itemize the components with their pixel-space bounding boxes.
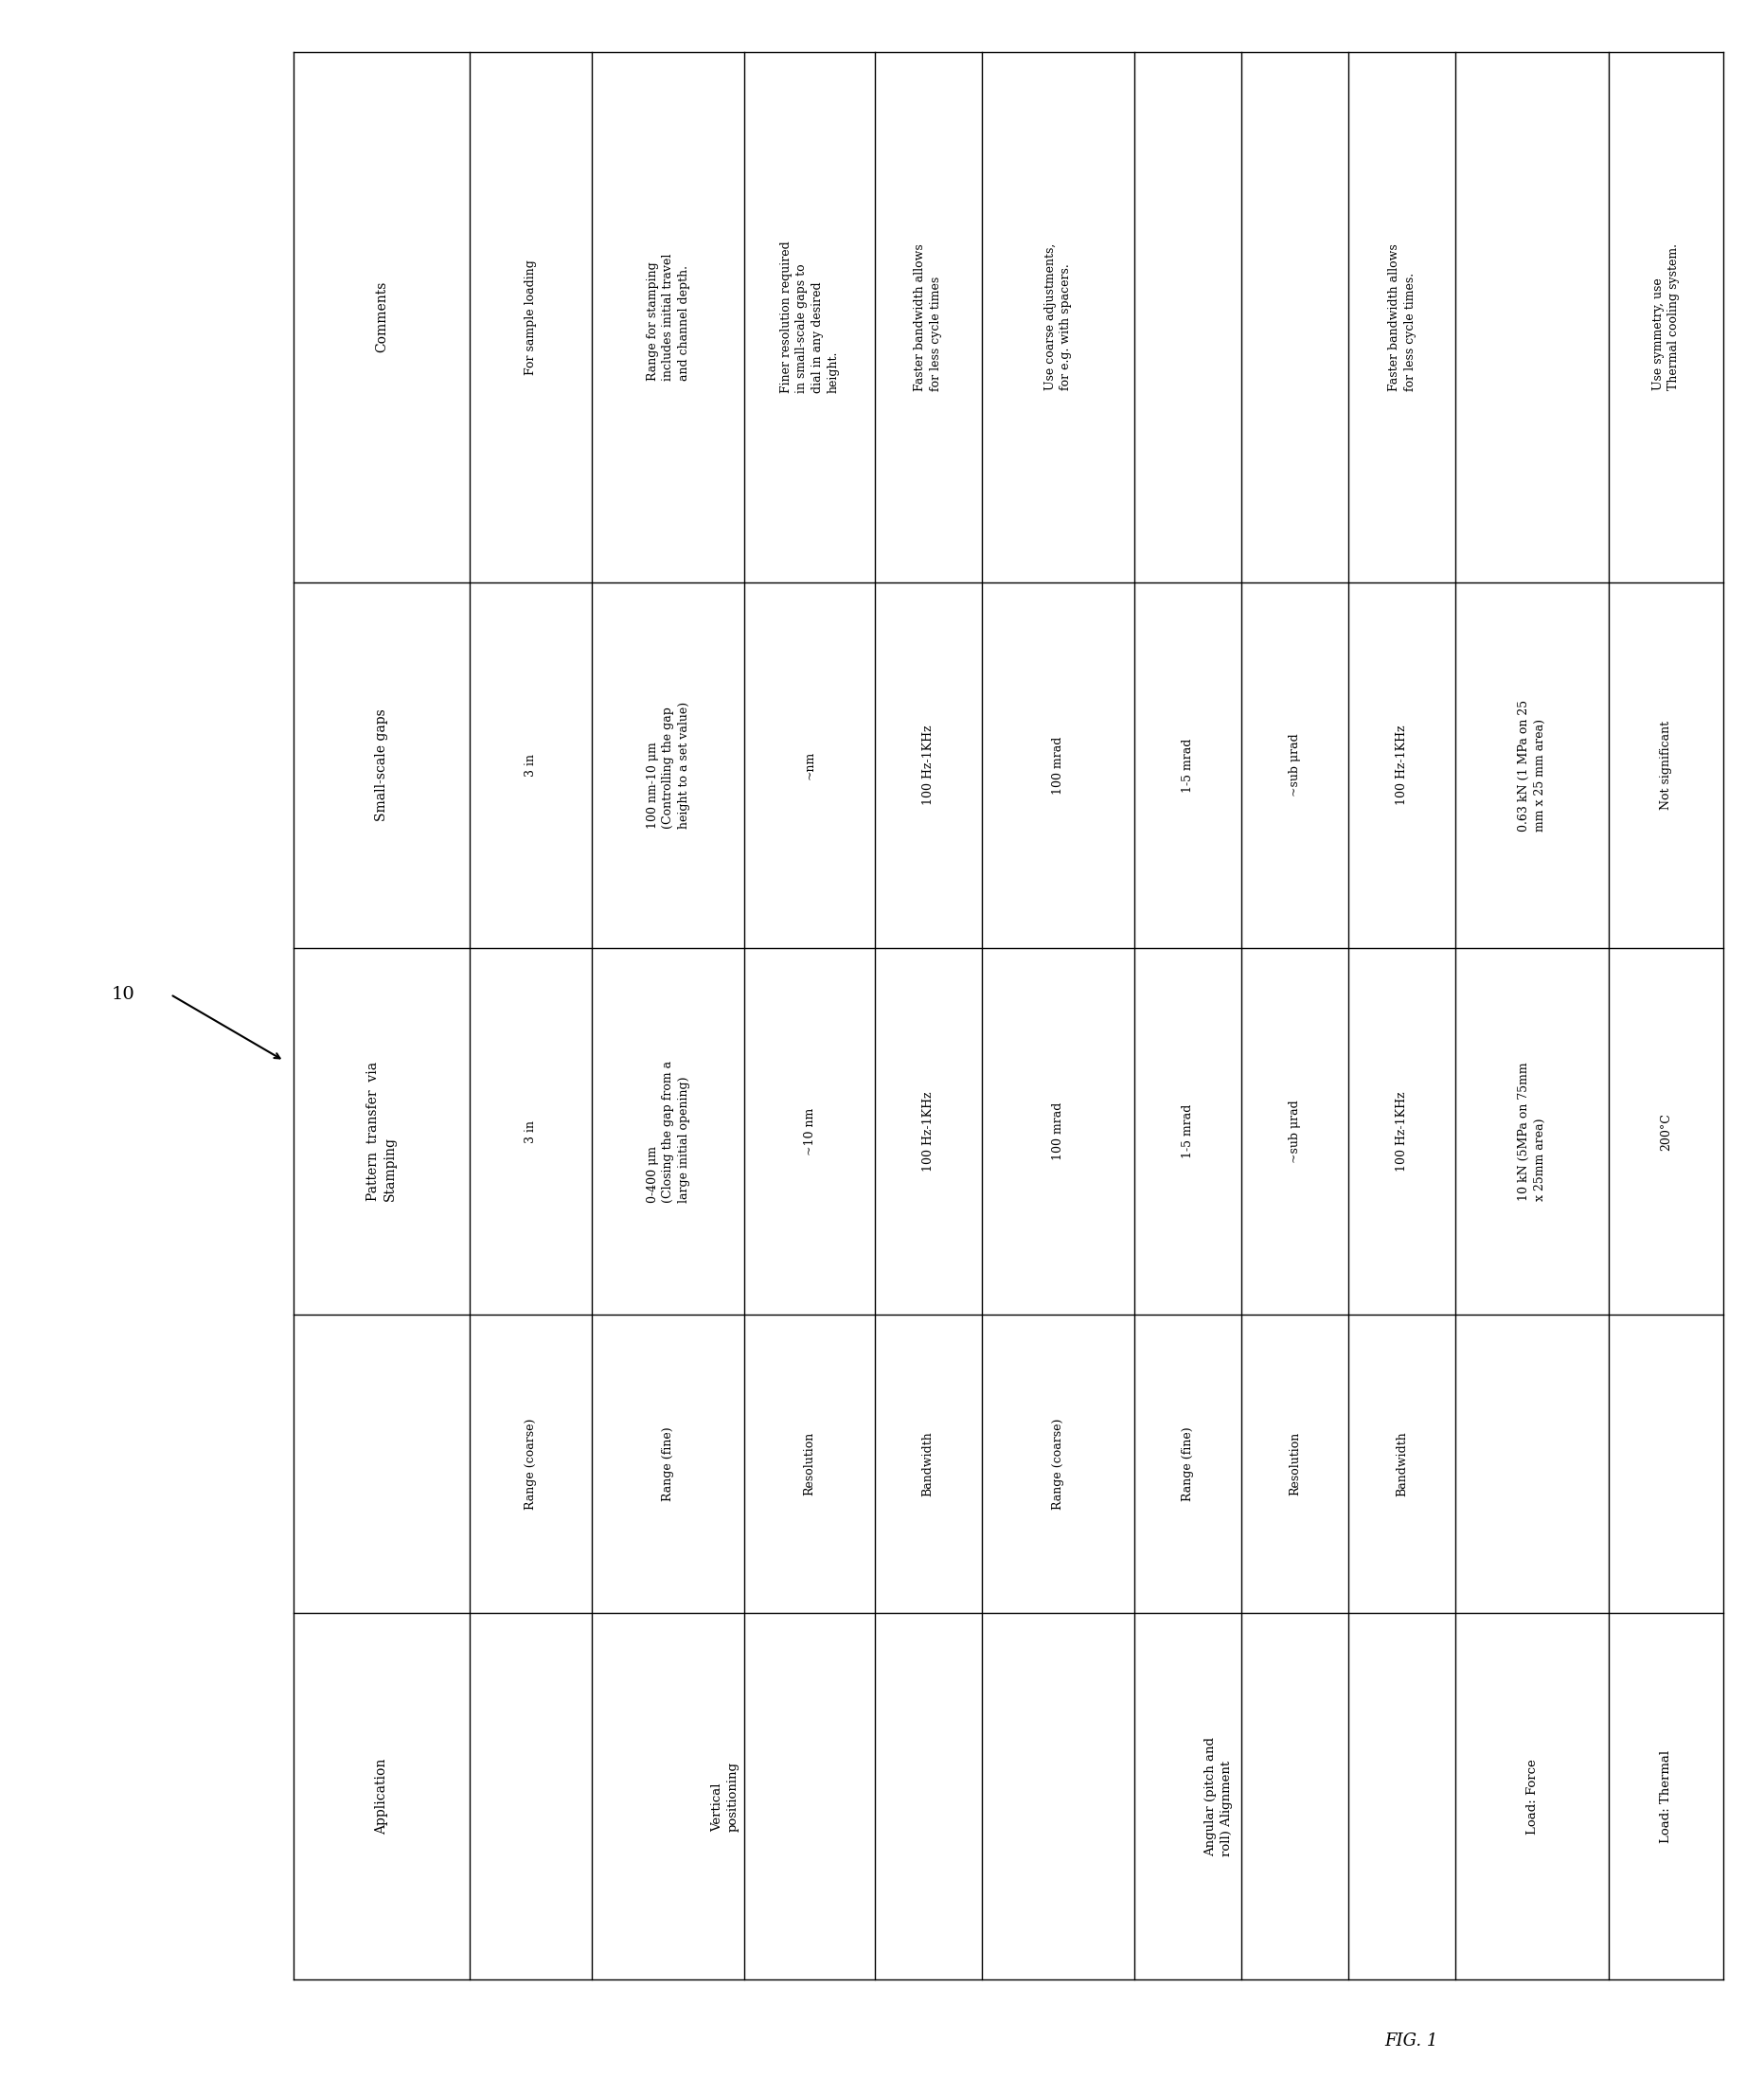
Text: Comments: Comments: [374, 281, 388, 352]
Text: Load: Thermal: Load: Thermal: [1660, 1749, 1672, 1844]
Text: ~sub μrad: ~sub μrad: [1289, 1100, 1302, 1163]
Text: 0.63 kN (1 MPa on 25
mm x 25 mm area): 0.63 kN (1 MPa on 25 mm x 25 mm area): [1519, 700, 1545, 832]
Text: 3 in: 3 in: [524, 754, 536, 777]
Text: Bandwidth: Bandwidth: [923, 1431, 935, 1496]
Text: 100 mrad: 100 mrad: [1051, 1102, 1064, 1161]
Text: ~sub μrad: ~sub μrad: [1289, 733, 1302, 796]
Text: 10 kN (5MPa on 75mm
x 25mm area): 10 kN (5MPa on 75mm x 25mm area): [1519, 1062, 1545, 1200]
Text: FIG. 1: FIG. 1: [1385, 2032, 1438, 2049]
Text: Range (coarse): Range (coarse): [1051, 1418, 1064, 1510]
Text: 1-5 mrad: 1-5 mrad: [1182, 1104, 1194, 1159]
Text: 200°C: 200°C: [1660, 1112, 1672, 1150]
Text: Range (fine): Range (fine): [662, 1427, 674, 1502]
Text: Use coarse adjustments,
for e.g. with spacers.: Use coarse adjustments, for e.g. with sp…: [1044, 243, 1073, 390]
Text: Finer resolution required
in small-scale gaps to
dial in any desired
height.: Finer resolution required in small-scale…: [780, 241, 840, 394]
Text: 100 Hz-1KHz: 100 Hz-1KHz: [923, 1091, 935, 1171]
Text: Vertical
positioning: Vertical positioning: [711, 1762, 739, 1831]
Text: Faster bandwidth allows
for less cycle times: Faster bandwidth allows for less cycle t…: [914, 243, 942, 392]
Text: ~nm: ~nm: [803, 750, 815, 779]
Text: Range (fine): Range (fine): [1182, 1427, 1194, 1502]
Text: 100 mrad: 100 mrad: [1051, 735, 1064, 794]
Text: Bandwidth: Bandwidth: [1395, 1431, 1408, 1496]
Text: For sample loading: For sample loading: [524, 260, 536, 375]
Text: Faster bandwidth allows
for less cycle times.: Faster bandwidth allows for less cycle t…: [1388, 243, 1416, 392]
Text: Load: Force: Load: Force: [1526, 1758, 1538, 1833]
Text: 100 Hz-1KHz: 100 Hz-1KHz: [1395, 1091, 1408, 1171]
Text: Pattern  transfer  via
Stamping: Pattern transfer via Stamping: [367, 1062, 397, 1200]
Text: Resolution: Resolution: [1289, 1433, 1302, 1496]
Text: ~10 nm: ~10 nm: [803, 1108, 815, 1154]
Text: Application: Application: [374, 1758, 388, 1835]
Text: Range (coarse): Range (coarse): [524, 1418, 536, 1510]
Text: 100 Hz-1KHz: 100 Hz-1KHz: [923, 725, 935, 804]
Text: 0-400 μm
(Closing the gap from a
large initial opening): 0-400 μm (Closing the gap from a large i…: [646, 1060, 690, 1203]
Text: Angular (pitch and
roll) Alignment: Angular (pitch and roll) Alignment: [1205, 1737, 1233, 1856]
Text: Resolution: Resolution: [803, 1433, 815, 1496]
Text: 3 in: 3 in: [524, 1121, 536, 1142]
Text: 1-5 mrad: 1-5 mrad: [1182, 737, 1194, 792]
Text: Range for stamping
includes initial travel
and channel depth.: Range for stamping includes initial trav…: [646, 253, 690, 381]
Text: 100 Hz-1KHz: 100 Hz-1KHz: [1395, 725, 1408, 804]
Text: 100 nm-10 μm
(Controlling the gap
height to a set value): 100 nm-10 μm (Controlling the gap height…: [646, 702, 690, 830]
Text: Use symmetry, use
Thermal cooling system.: Use symmetry, use Thermal cooling system…: [1651, 243, 1679, 390]
Text: 10: 10: [111, 987, 134, 1004]
Text: Small-scale gaps: Small-scale gaps: [374, 708, 388, 821]
Text: Not significant: Not significant: [1660, 721, 1672, 811]
